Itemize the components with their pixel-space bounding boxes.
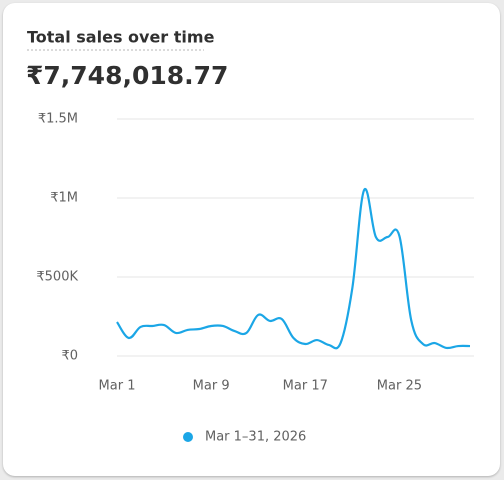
x-tick-label: Mar 9: [193, 379, 230, 394]
y-tick-label: ₹1M: [50, 191, 78, 206]
legend-marker: [183, 432, 193, 442]
x-tick-label: Mar 25: [377, 379, 422, 394]
x-tick-label: Mar 1: [99, 379, 136, 394]
x-tick-label: Mar 17: [283, 379, 328, 394]
y-tick-label: ₹0: [61, 349, 78, 364]
chart-title: Total sales over time: [27, 28, 215, 47]
y-tick-label: ₹1.5M: [38, 112, 78, 127]
total-value: ₹7,748,018.77: [26, 61, 228, 90]
y-tick-label: ₹500K: [36, 270, 78, 285]
legend-label: Mar 1–31, 2026: [205, 430, 306, 445]
line-series: [116, 187, 471, 350]
card: [3, 3, 500, 476]
